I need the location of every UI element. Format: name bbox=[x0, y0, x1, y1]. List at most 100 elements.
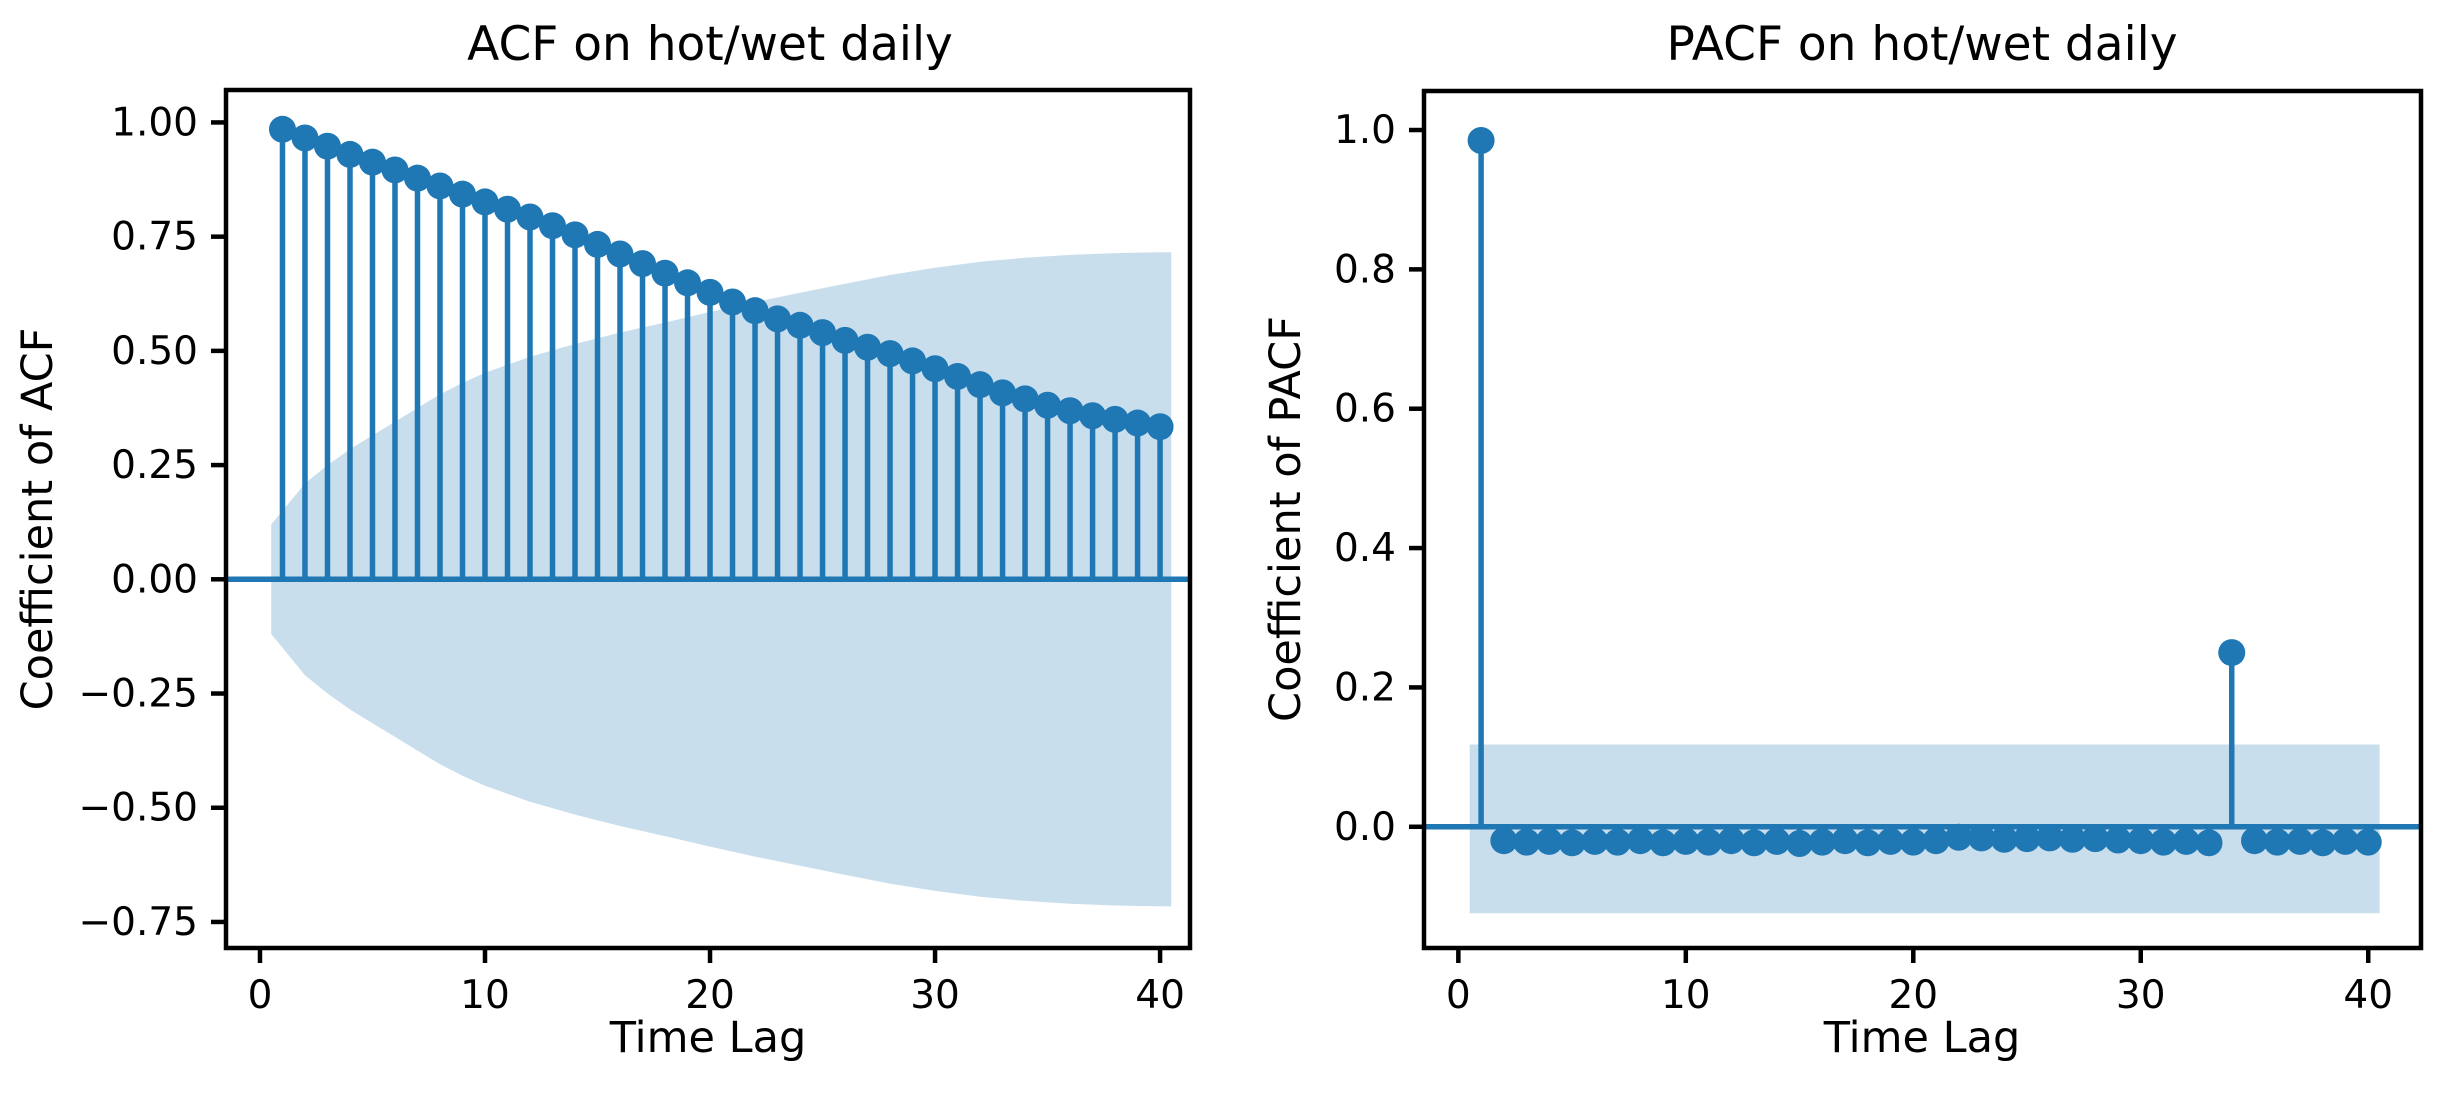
acf-marker-lag-34 bbox=[1011, 385, 1039, 413]
pacf-marker-lag-38 bbox=[2309, 829, 2337, 857]
pacf-marker-lag-32 bbox=[2172, 827, 2200, 855]
acf-y-axis-label: Coefficient of ACF bbox=[13, 328, 63, 711]
acf-marker-lag-18 bbox=[651, 259, 679, 287]
pacf-marker-lag-4 bbox=[1535, 827, 1563, 855]
pacf-marker-lag-24 bbox=[1990, 825, 2018, 853]
pacf-marker-lag-29 bbox=[2104, 826, 2132, 854]
pacf-marker-lag-18 bbox=[1854, 829, 1882, 857]
pacf-marker-lag-33 bbox=[2195, 829, 2223, 857]
pacf-marker-lag-19 bbox=[1877, 827, 1905, 855]
acf-marker-lag-39 bbox=[1124, 409, 1152, 437]
acf-y-tick-label: −0.75 bbox=[78, 900, 198, 945]
pacf-x-tick-label: 0 bbox=[1446, 973, 1471, 1018]
acf-marker-lag-33 bbox=[989, 379, 1017, 407]
acf-marker-lag-4 bbox=[336, 140, 364, 168]
acf-marker-lag-11 bbox=[494, 195, 522, 223]
pacf-axes-area: 0 10 20 30 40 1.0 0.8 0.6 0.4 0.2 0.0 bbox=[1334, 88, 2424, 1018]
pacf-marker-lag-30 bbox=[2127, 827, 2155, 855]
acf-marker-lag-16 bbox=[606, 240, 634, 268]
pacf-marker-lag-21 bbox=[1922, 827, 1950, 855]
acf-marker-lag-29 bbox=[899, 347, 927, 375]
acf-x-axis-label: Time Lag bbox=[609, 1013, 807, 1063]
pacf-plot: PACF on hot/wet daily Coefficient of PAC… bbox=[1261, 17, 2424, 1063]
acf-marker-lag-3 bbox=[313, 132, 341, 160]
acf-markers bbox=[268, 115, 1174, 441]
pacf-marker-lag-6 bbox=[1581, 827, 1609, 855]
pacf-y-tick-label: 1.0 bbox=[1334, 108, 1396, 153]
acf-y-tick-label: −0.50 bbox=[78, 786, 198, 831]
acf-marker-lag-38 bbox=[1101, 405, 1129, 433]
pacf-marker-lag-15 bbox=[1786, 829, 1814, 857]
pacf-marker-lag-25 bbox=[2013, 825, 2041, 853]
acf-marker-lag-36 bbox=[1056, 397, 1084, 425]
acf-y-tick-label: 0.00 bbox=[111, 557, 198, 602]
pacf-marker-lag-11 bbox=[1695, 828, 1723, 856]
pacf-marker-lag-17 bbox=[1831, 827, 1859, 855]
pacf-marker-lag-22 bbox=[1945, 823, 1973, 851]
pacf-marker-lag-13 bbox=[1740, 829, 1768, 857]
acf-marker-lag-20 bbox=[696, 278, 724, 306]
pacf-marker-lag-28 bbox=[2081, 825, 2109, 853]
pacf-marker-lag-35 bbox=[2240, 827, 2268, 855]
pacf-marker-lag-31 bbox=[2150, 828, 2178, 856]
acf-stems bbox=[279, 129, 1163, 580]
acf-marker-lag-5 bbox=[358, 148, 386, 176]
acf-marker-lag-14 bbox=[561, 221, 589, 249]
acf-marker-lag-1 bbox=[268, 115, 296, 143]
pacf-marker-lag-39 bbox=[2331, 827, 2359, 855]
pacf-marker-lag-23 bbox=[1968, 824, 1996, 852]
pacf-marker-lag-1 bbox=[1467, 126, 1495, 154]
pacf-marker-lag-10 bbox=[1672, 827, 1700, 855]
acf-marker-lag-28 bbox=[876, 340, 904, 368]
acf-marker-lag-22 bbox=[741, 297, 769, 325]
pacf-markers bbox=[1467, 126, 2382, 857]
acf-marker-lag-7 bbox=[403, 164, 431, 192]
acf-marker-lag-32 bbox=[966, 371, 994, 399]
acf-x-tick-label: 0 bbox=[248, 973, 273, 1018]
acf-marker-lag-25 bbox=[809, 319, 837, 347]
pacf-marker-lag-36 bbox=[2263, 828, 2291, 856]
acf-x-tick-label: 20 bbox=[685, 973, 735, 1018]
pacf-marker-lag-40 bbox=[2354, 828, 2382, 856]
pacf-y-tick-label: 0.2 bbox=[1334, 665, 1396, 710]
acf-y-tick-label: −0.25 bbox=[78, 672, 198, 717]
pacf-marker-lag-34 bbox=[2218, 639, 2246, 667]
acf-marker-lag-15 bbox=[584, 230, 612, 258]
pacf-marker-lag-2 bbox=[1490, 827, 1518, 855]
acf-marker-lag-23 bbox=[764, 305, 792, 333]
acf-marker-lag-17 bbox=[629, 250, 657, 278]
acf-marker-lag-19 bbox=[674, 269, 702, 297]
acf-title: ACF on hot/wet daily bbox=[467, 17, 953, 72]
acf-marker-lag-6 bbox=[381, 156, 409, 184]
acf-axes-area: 0 10 20 30 40 1.00 0.75 0.50 0.25 0.00 −0.25 −0.50 −… bbox=[78, 87, 1193, 1018]
acf-x-tick-label: 30 bbox=[910, 973, 960, 1018]
acf-marker-lag-13 bbox=[539, 212, 567, 240]
acf-plot: ACF on hot/wet daily Coefficient of ACF … bbox=[13, 17, 1193, 1063]
acf-marker-lag-35 bbox=[1034, 391, 1062, 419]
pacf-y-tick-label: 0.6 bbox=[1334, 387, 1396, 432]
acf-y-tick-label: 1.00 bbox=[111, 100, 198, 145]
acf-y-tick-label: 0.25 bbox=[111, 443, 198, 488]
acf-marker-lag-26 bbox=[831, 326, 859, 354]
acf-marker-lag-31 bbox=[944, 362, 972, 390]
acf-y-tick-label: 0.50 bbox=[111, 329, 198, 374]
acf-y-tick-label: 0.75 bbox=[111, 215, 198, 260]
acf-marker-lag-21 bbox=[719, 288, 747, 316]
pacf-marker-lag-8 bbox=[1626, 827, 1654, 855]
pacf-marker-lag-9 bbox=[1649, 829, 1677, 857]
pacf-axes-spines bbox=[1421, 88, 2424, 951]
acf-x-tick-label: 40 bbox=[1135, 973, 1185, 1018]
pacf-marker-lag-3 bbox=[1513, 828, 1541, 856]
acf-marker-lag-8 bbox=[426, 172, 454, 200]
pacf-y-tick-label: 0.8 bbox=[1334, 247, 1396, 292]
pacf-y-axis-label: Coefficient of PACF bbox=[1261, 316, 1311, 722]
acf-marker-lag-27 bbox=[854, 333, 882, 361]
pacf-x-axis-label: Time Lag bbox=[1823, 1013, 2021, 1063]
pacf-x-tick-label: 20 bbox=[1888, 973, 1938, 1018]
pacf-marker-lag-7 bbox=[1604, 828, 1632, 856]
pacf-marker-lag-37 bbox=[2286, 827, 2314, 855]
pacf-stems bbox=[1478, 140, 2371, 844]
pacf-title: PACF on hot/wet daily bbox=[1666, 17, 2177, 72]
